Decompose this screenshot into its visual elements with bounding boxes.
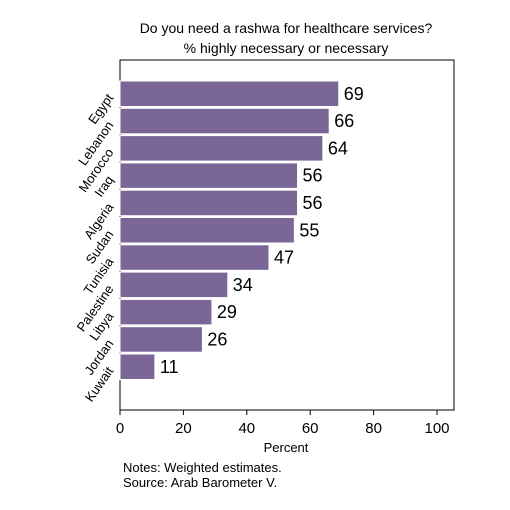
value-label-sudan: 55 xyxy=(299,220,319,240)
x-axis-title: Percent xyxy=(264,440,309,455)
bar-kuwait xyxy=(119,353,156,380)
value-label-algeria: 56 xyxy=(303,193,323,213)
bar-egypt xyxy=(119,80,340,107)
value-label-libya: 29 xyxy=(217,302,237,322)
x-tick-label: 40 xyxy=(238,420,255,437)
bar-libya xyxy=(119,298,213,326)
value-label-morocco: 64 xyxy=(328,138,348,158)
source-line: Source: Arab Barometer V. xyxy=(123,475,278,490)
value-label-iraq: 56 xyxy=(303,166,323,186)
chart-title: Do you need a rashwa for healthcare serv… xyxy=(140,20,433,36)
chart-notes: Notes: Weighted estimates. Source: Arab … xyxy=(123,460,282,490)
bar-jordan xyxy=(119,326,203,353)
x-tick-label: 60 xyxy=(302,420,319,437)
value-label-jordan: 26 xyxy=(207,329,227,349)
chart-subtitle: % highly necessary or necessary xyxy=(184,40,389,56)
value-label-kuwait: 11 xyxy=(160,357,179,377)
x-tick-label: 0 xyxy=(116,420,124,437)
bar-sudan xyxy=(119,217,295,244)
bar-morocco xyxy=(119,135,324,162)
x-axis: 0 20 40 60 80 100 xyxy=(116,410,450,437)
value-label-palestine: 34 xyxy=(233,275,253,295)
x-tick-label: 100 xyxy=(424,420,449,437)
value-label-egypt: 69 xyxy=(344,84,364,104)
value-label-tunisia: 47 xyxy=(274,248,294,268)
bar-tunisia xyxy=(119,244,270,271)
bar-palestine xyxy=(119,271,229,299)
value-label-lebanon: 66 xyxy=(334,111,354,131)
x-tick-label: 80 xyxy=(365,420,382,437)
bar-lebanon xyxy=(119,107,330,135)
x-tick-label: 20 xyxy=(175,420,192,437)
notes-line: Notes: Weighted estimates. xyxy=(123,460,282,475)
bar-iraq xyxy=(119,162,299,189)
bar-algeria xyxy=(119,189,299,217)
